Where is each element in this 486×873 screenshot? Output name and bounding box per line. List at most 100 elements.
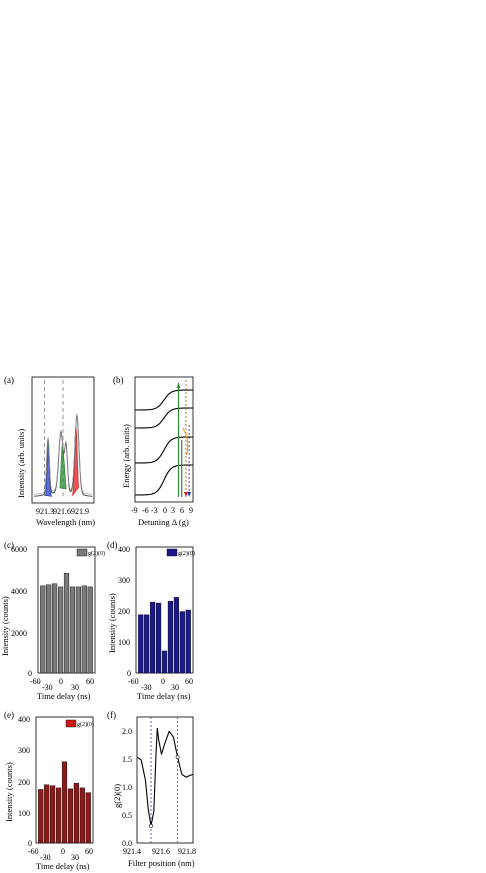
y-tick-f-4: 2.0: [122, 727, 132, 736]
bar-e-6: [73, 782, 79, 844]
x-tick-b-1: -6: [142, 506, 149, 515]
bar-d-6: [173, 597, 179, 674]
x-label-f: Filter position (nm): [128, 858, 195, 868]
y-tick-f-2: 1.0: [122, 783, 132, 792]
arrow-b-2: [187, 492, 192, 497]
y-tick-d-0: 0: [127, 669, 131, 678]
panel-label-c: (c): [4, 540, 14, 550]
x-tick-c-0: -60: [30, 677, 41, 686]
x-label-c: Time delay (ns): [37, 691, 91, 701]
y-tick-c-1: 2000: [11, 629, 27, 638]
level-b-0: [135, 389, 193, 411]
x-tick-b-5: 6: [180, 506, 184, 515]
x-tick-c-3: 30: [71, 683, 79, 692]
x-tick-c-4: 60: [86, 677, 94, 686]
y-tick-e-4: 400: [18, 715, 30, 724]
x-tick-b-2: -3: [151, 506, 158, 515]
bar-e-7: [79, 787, 85, 844]
bar-d-3: [155, 602, 162, 674]
x-label-d: Time delay (ns): [137, 691, 191, 701]
x-tick-e-3: 30: [71, 853, 79, 862]
legend-d: g(2)(0): [178, 550, 195, 557]
g2-curve-f: [136, 717, 194, 843]
histogram-c: [40, 573, 93, 674]
histogram-e: [38, 761, 91, 844]
x-tick-d-0: -60: [128, 677, 139, 686]
legend-swatch-e: [65, 719, 77, 728]
g2-line-f: [136, 727, 194, 827]
panel-label-f: (f): [107, 710, 116, 720]
x-tick-f-2: 921.8: [178, 847, 196, 856]
y-label-b: Energy (arb. units): [121, 424, 131, 488]
x-tick-f-0: 921.4: [123, 847, 141, 856]
bar-c-2: [52, 583, 58, 674]
bar-d-0: [138, 614, 144, 674]
y-tick-e-3: 300: [18, 746, 30, 755]
panel-b: (b) -9 -6 -3 0 3 6 9 Detuning Δ (g) Ener…: [113, 375, 194, 527]
x-tick-b-6: 9: [189, 506, 193, 515]
x-tick-e-0: -60: [28, 847, 39, 856]
y-tick-d-2: 200: [118, 607, 130, 616]
bar-c-6: [75, 586, 81, 674]
x-label-e: Time delay (ns): [36, 861, 90, 871]
bar-e-5: [67, 788, 74, 844]
panel-label-a: (a): [4, 375, 14, 385]
x-tick-d-4: 60: [185, 677, 193, 686]
histogram-d: [138, 597, 191, 674]
bar-c-8: [87, 586, 93, 674]
y-tick-c-3: 6000: [11, 545, 27, 554]
y-tick-e-1: 100: [18, 809, 30, 818]
panel-label-e: (e): [4, 710, 14, 720]
x-tick-c-2: 0: [59, 677, 63, 686]
y-tick-f-1: 0.5: [122, 811, 132, 820]
panel-a: (a) 921.3 921.6 921.9 Wavelength (nm) In…: [4, 375, 95, 527]
bar-e-2: [50, 785, 56, 844]
y-label-d: Intensity (counts): [107, 593, 117, 653]
x-tick-a-2: 921.9: [71, 507, 89, 516]
bar-e-0: [38, 789, 44, 844]
level-b-2: [135, 436, 193, 464]
y-tick-d-4: 400: [118, 545, 130, 554]
level-b-3: [135, 464, 193, 496]
x-tick-d-2: 0: [161, 677, 165, 686]
level-b-1: [135, 407, 193, 429]
y-tick-e-0: 0: [28, 839, 32, 848]
x-tick-b-4: 3: [171, 506, 175, 515]
x-tick-e-2: 0: [61, 847, 65, 856]
y-tick-c-2: 4000: [11, 587, 27, 596]
spectrum-a: [34, 380, 93, 499]
bar-c-5: [69, 586, 76, 674]
x-label-a: Wavelength (nm): [36, 517, 95, 527]
y-label-f: g(2)(0): [112, 784, 122, 808]
panel-c: (c) g(2)(0) 6000 4000 2000 0 -60 -30 0 3…: [0, 540, 105, 701]
x-tick-b-3: 0: [163, 506, 167, 515]
y-tick-e-2: 200: [18, 778, 30, 787]
bar-c-4: [63, 573, 70, 674]
arrow-b-1: [183, 492, 188, 497]
x-label-b: Detuning Δ (g): [138, 517, 189, 527]
x-tick-b-0: -9: [131, 506, 138, 515]
y-label-c: Intensity (counts): [0, 596, 10, 656]
y-label-a: Intensity (arb. units): [16, 429, 26, 498]
x-tick-f-1: 921.6: [152, 847, 170, 856]
y-label-e: Intensity (counts): [4, 762, 14, 822]
arrow-b-0: [176, 383, 181, 388]
bar-c-1: [46, 584, 52, 674]
bar-c-7: [81, 585, 87, 674]
x-tick-a-1: 921.6: [53, 507, 71, 516]
transition-b-yellow: [182, 427, 189, 456]
energy-levels-b: [135, 380, 193, 497]
bar-d-2: [150, 601, 156, 674]
y-tick-f-3: 1.5: [122, 755, 132, 764]
bar-d-1: [144, 614, 150, 674]
y-tick-f-0: 0.0: [122, 839, 132, 848]
bar-e-1: [44, 784, 50, 844]
legend-e: g(2)(0): [77, 721, 94, 728]
bar-d-7: [179, 611, 185, 674]
panel-e: (e) g(2)(0) 400 300 200 100 0 -60 -30 0 …: [4, 710, 94, 871]
panel-f: (f) 2.0 1.5 1.0 0.5 0.0 921.4 921.6 921.…: [107, 710, 196, 868]
legend-c: g(2)(0): [88, 550, 105, 557]
axes-f: [136, 716, 194, 844]
x-tick-d-3: 30: [171, 683, 179, 692]
bar-e-3: [55, 787, 62, 844]
